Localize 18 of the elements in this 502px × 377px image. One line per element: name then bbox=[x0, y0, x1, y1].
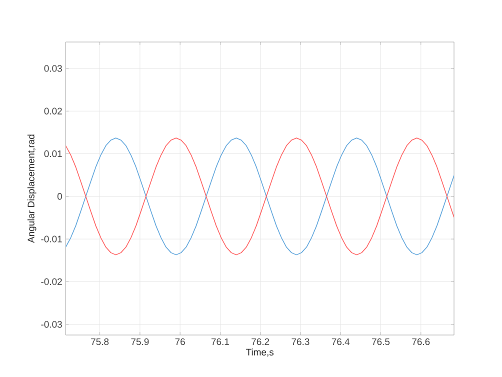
y-tick-label: -0.02 bbox=[41, 278, 62, 286]
x-tick-label: 76.1 bbox=[211, 338, 229, 346]
y-tick-label: -0.01 bbox=[41, 236, 62, 242]
x-tick-label: 75.8 bbox=[91, 338, 109, 346]
y-tick-label: -0.03 bbox=[41, 320, 62, 328]
y-tick-label: 0.03 bbox=[44, 65, 62, 72]
x-tick-label: 76 bbox=[175, 338, 185, 346]
y-tick-label: 0 bbox=[57, 193, 62, 200]
x-tick-label: 76.5 bbox=[372, 338, 390, 346]
y-tick-label: 0.01 bbox=[44, 150, 62, 158]
x-tick-label: 76.4 bbox=[332, 338, 350, 346]
x-tick-label: 76.2 bbox=[252, 338, 270, 346]
x-tick-label: 76.3 bbox=[292, 338, 310, 346]
x-axis-title: Time,s bbox=[246, 348, 274, 357]
x-tick-label: 76.6 bbox=[412, 338, 430, 346]
x-tick-label: 75.9 bbox=[131, 338, 149, 346]
y-axis-title: Angular Displacement,rad bbox=[27, 134, 36, 243]
y-tick-label: 0.02 bbox=[44, 108, 62, 114]
